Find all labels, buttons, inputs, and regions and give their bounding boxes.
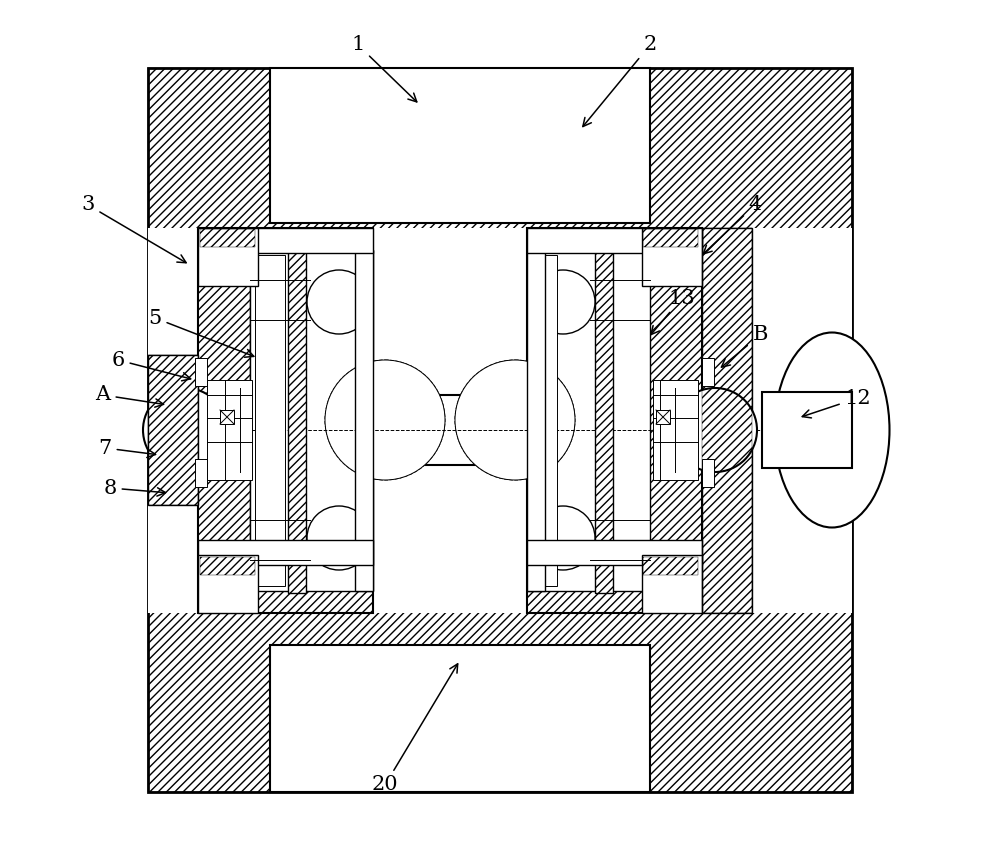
Bar — [702, 358, 714, 386]
Bar — [527, 228, 702, 253]
Bar — [527, 255, 557, 586]
Text: B: B — [721, 325, 768, 367]
Circle shape — [307, 270, 371, 334]
Text: 5: 5 — [148, 309, 254, 357]
Text: 2: 2 — [583, 35, 657, 126]
Text: 13: 13 — [651, 288, 695, 335]
Text: 7: 7 — [98, 439, 156, 458]
Bar — [270, 645, 650, 792]
Bar — [198, 583, 373, 613]
Bar — [148, 68, 852, 792]
Bar — [198, 228, 373, 258]
Circle shape — [531, 270, 595, 334]
Bar — [270, 68, 650, 223]
Bar — [220, 410, 234, 424]
Bar — [148, 228, 852, 613]
Bar — [527, 228, 702, 613]
Circle shape — [531, 506, 595, 570]
Bar — [527, 250, 650, 591]
Circle shape — [307, 506, 371, 570]
Text: 8: 8 — [103, 478, 166, 497]
Bar — [195, 459, 207, 487]
Bar — [650, 228, 702, 613]
Circle shape — [143, 388, 227, 472]
Text: 12: 12 — [802, 389, 871, 418]
Bar — [198, 228, 250, 613]
Bar — [198, 540, 373, 565]
Circle shape — [325, 360, 445, 480]
Bar — [702, 228, 752, 613]
Text: A: A — [95, 385, 164, 407]
Bar — [762, 392, 852, 468]
Bar — [207, 380, 252, 480]
Bar — [355, 250, 373, 591]
Bar — [702, 228, 752, 613]
Text: 4: 4 — [703, 195, 762, 254]
Bar — [198, 228, 373, 253]
Ellipse shape — [774, 333, 890, 527]
Bar — [148, 68, 852, 792]
Bar — [198, 555, 258, 613]
Bar — [255, 255, 285, 586]
Bar — [643, 229, 698, 247]
Bar — [200, 557, 255, 575]
Bar — [148, 355, 198, 505]
Text: 6: 6 — [111, 351, 191, 381]
Bar — [527, 250, 545, 591]
Bar — [198, 228, 258, 286]
Bar — [656, 410, 670, 424]
Bar — [200, 229, 255, 247]
Bar — [250, 250, 373, 591]
Bar — [702, 459, 714, 487]
Circle shape — [455, 360, 575, 480]
Bar — [595, 248, 613, 593]
Text: 20: 20 — [372, 664, 458, 795]
Bar — [527, 583, 702, 613]
Text: 1: 1 — [351, 35, 417, 101]
Bar — [198, 228, 373, 613]
Bar — [642, 228, 702, 286]
Bar — [288, 248, 306, 593]
Bar — [195, 358, 207, 386]
Bar — [527, 228, 702, 258]
Bar — [270, 395, 630, 465]
Bar — [653, 380, 698, 480]
Bar — [148, 355, 198, 505]
Text: 3: 3 — [81, 195, 186, 262]
Bar — [643, 557, 698, 575]
Circle shape — [673, 388, 757, 472]
Bar — [642, 555, 702, 613]
Bar — [527, 540, 702, 565]
